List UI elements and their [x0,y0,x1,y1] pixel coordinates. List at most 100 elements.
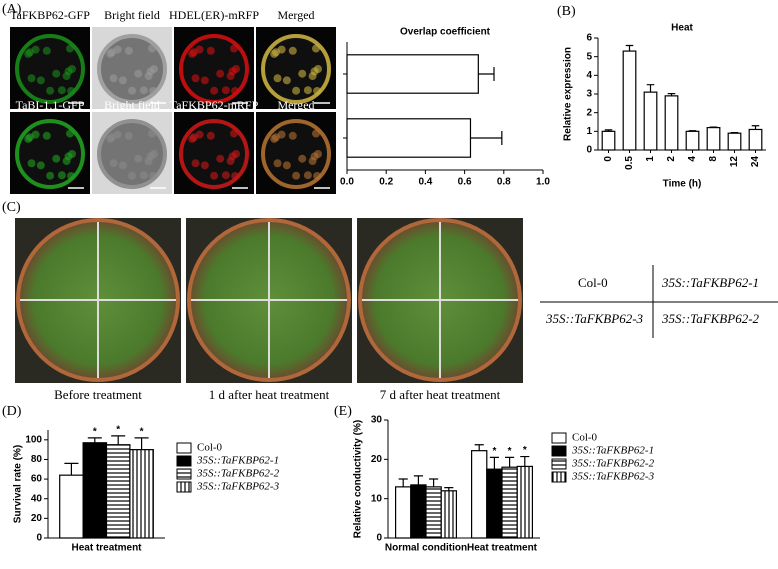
error-bar [751,125,760,130]
bar [129,449,154,539]
x-tick-label: 0.0 [340,177,354,188]
micrograph-label: TaFKBP62-GFP [10,8,90,22]
chloroplast [57,86,66,95]
chloroplast [273,74,282,83]
chloroplast [139,171,148,180]
x-tick-label: 2 [666,156,677,162]
micrograph-label: Bright field [104,8,160,22]
chloroplast [229,129,238,138]
chloroplast [271,133,280,142]
chloroplast [146,67,155,76]
panel-label: (E) [334,404,352,419]
chloroplast [27,74,36,83]
error-bar [688,130,697,132]
chloroplast [231,86,240,95]
bar [727,132,742,151]
photo-caption: 1 d after heat treatment [209,387,330,402]
y-tick-label: 100 [25,434,42,445]
x-tick-label: Heat treatment [467,543,538,554]
chloroplast [206,131,215,140]
x-tick-label: 0.6 [458,177,472,188]
x-tick-label: 1.0 [536,177,550,188]
significance: * [523,445,527,456]
legend-swatch [551,445,567,457]
chloroplast [124,46,133,55]
micrograph-label: TaFKBP62-mRFP [170,98,259,112]
error-bar [111,435,126,445]
chloroplast [147,44,156,53]
y-tick-label: 0 [376,533,382,544]
chloroplast [313,86,322,95]
bar [59,474,84,539]
x-tick-label: 1 [645,156,656,162]
chloroplast [271,48,280,57]
chart-title: Heat [671,23,693,34]
bar [622,50,637,151]
chloroplast [229,44,238,53]
error-bar [134,437,149,450]
chloroplast [46,171,55,180]
bar [601,130,616,151]
error-bar [505,456,515,468]
x-tick-label: 0.5 [624,156,635,170]
chart-title: Overlap coefficient [400,27,491,38]
chloroplast [292,171,301,180]
chloroplast [109,159,118,168]
chloroplast [65,129,74,138]
legend-swatch [551,432,567,444]
bar [664,95,679,151]
chloroplast [139,86,148,95]
y-tick-label: 30 [371,415,383,426]
legend-label: 35S::TaFKBP62-2 [196,468,280,480]
chloroplast [64,67,73,76]
chloroplast [273,159,282,168]
x-tick-label: 4 [687,156,698,162]
bar [501,466,518,539]
chloroplast [25,48,34,57]
y-tick-label: 1 [586,126,592,137]
chloroplast [36,76,45,85]
error-bar [730,132,739,134]
error-bar [520,455,530,467]
legend-label: 35S::TaFKBP62-2 [571,458,655,470]
micrograph-label: Merged [277,8,314,22]
chloroplast [231,171,240,180]
bar [410,484,427,539]
error-bar [478,67,495,81]
panel-label: (D) [2,404,22,419]
legend-swatch [176,455,192,467]
y-tick-label: 20 [371,454,383,465]
chloroplast [46,86,55,95]
y-tick-label: 10 [371,493,383,504]
chloroplast [210,86,219,95]
chloroplast [134,154,143,163]
chloroplast [288,46,297,55]
chloroplast [228,67,237,76]
chloroplast [282,76,291,85]
x-tick-label: 8 [708,156,719,162]
chloroplast [303,86,312,95]
bar [486,468,503,539]
error-bar [87,437,102,443]
genotype: 35S::TaFKBP62-1 [661,275,759,290]
chloroplast [200,76,209,85]
y-tick-label: 40 [31,493,43,504]
chloroplast [310,152,319,161]
y-tick-label: 4 [586,70,592,81]
legend-label: 35S::TaFKBP62-3 [196,481,280,493]
y-tick-label: 0 [36,533,42,544]
chloroplast [282,161,291,170]
chloroplast [292,86,301,95]
chloroplast [25,133,34,142]
images: TaFKBP62-GFP Bright field HDEL(ER)-mRFP Mer… [10,8,523,402]
bar [706,126,721,151]
panel-label: (A) [2,2,22,17]
significance: * [140,426,144,437]
chloroplast [311,129,320,138]
chloroplast [128,86,137,95]
chloroplast [65,44,74,53]
panel-label: (C) [2,200,21,215]
bar [516,465,534,539]
chloroplast [124,131,133,140]
genotype-layout: Col-0 35S::TaFKBP62-1 35S::TaFKBP62-3 35… [540,265,778,338]
